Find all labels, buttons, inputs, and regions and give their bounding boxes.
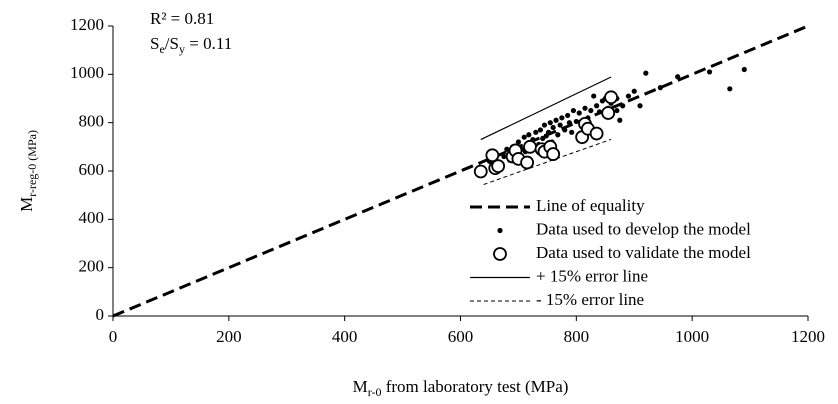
annotation-part: = 0.11 [185,34,232,53]
data-point [588,107,594,114]
data-point [555,132,561,138]
data-point [573,118,579,125]
annotation-part: e [159,42,164,56]
annotation-part: R² = 0.81 [150,9,214,28]
annotation-part: y [179,42,185,56]
data-point [562,127,568,133]
data-point [491,159,506,174]
data-point [727,86,733,92]
data-point [643,70,649,76]
x-tick-label: 600 [448,327,474,346]
data-point [594,103,600,109]
annotation: Se/Sy = 0.11 [150,34,232,56]
data-point [569,129,575,135]
x-tick-label: 800 [564,327,590,346]
data-point [566,120,572,126]
data-point [504,146,510,152]
data-point [625,93,632,99]
data-point [706,69,713,75]
data-point [601,106,616,120]
y-tick-label: 200 [79,257,105,276]
data-point [591,93,597,99]
x-tick-label: 1000 [675,327,709,346]
legend-swatch [497,227,503,234]
data-point [545,129,552,135]
data-point [526,132,532,138]
series-line [112,24,809,318]
data-point [620,103,626,109]
data-point [559,115,565,121]
x-tick-label: 400 [332,327,358,346]
data-point [657,85,663,91]
annotation: R² = 0.81 [150,9,214,28]
legend-label: Data used to develop the model [536,219,751,238]
data-point [473,164,488,179]
data-point [501,153,507,160]
data-point [741,66,747,73]
data-point [547,120,553,126]
y-axis-label: Mr-reg-0 (MPa) [17,130,39,212]
y-tick-label: 0 [96,305,105,324]
data-point [541,122,548,128]
data-point [604,90,618,105]
x-axis-label-part: M [353,377,368,396]
data-point [637,103,643,109]
data-point [631,88,637,94]
y-tick-label: 1200 [70,15,104,34]
data-point [596,109,603,115]
y-axis-label-part: r-reg-0 (MPa) [25,130,39,197]
data-point [533,129,539,135]
x-axis-label-part: from laboratory test (MPa) [381,377,568,396]
data-point [570,107,577,114]
data-point [550,124,556,131]
y-axis-label-part: M [17,197,36,212]
y-tick-label: 600 [79,160,105,179]
data-point [576,110,582,116]
legend-label: + 15% error line [536,266,648,285]
y-tick-label: 800 [79,112,105,131]
series-line [480,76,612,141]
x-tick-label: 1200 [791,327,825,346]
series-line [483,138,612,186]
legend-swatch [493,247,507,261]
annotation-part: S [150,34,159,53]
data-point [520,155,535,170]
data-point [589,126,604,141]
y-tick-label: 400 [79,208,105,227]
data-point [485,148,500,163]
x-axis-label: Mr-0 from laboratory test (MPa) [353,377,569,399]
data-point [523,139,537,154]
x-tick-label: 200 [216,327,242,346]
legend-label: Data used to validate the model [536,243,751,262]
annotation-part: /S [165,34,179,53]
data-point [515,139,522,145]
legend-label: Line of equality [536,196,645,215]
legend-label: - 15% error line [536,290,644,309]
data-point [521,134,527,140]
data-point [675,74,681,80]
data-point [582,105,588,111]
x-tick-label: 0 [109,327,118,346]
data-point [565,112,571,119]
data-point [553,117,559,123]
data-point [617,117,623,123]
y-tick-label: 1000 [70,63,104,82]
x-axis-label-part: r-0 [368,385,382,399]
data-point [537,127,544,133]
data-point [557,122,563,128]
data-point [614,107,620,114]
